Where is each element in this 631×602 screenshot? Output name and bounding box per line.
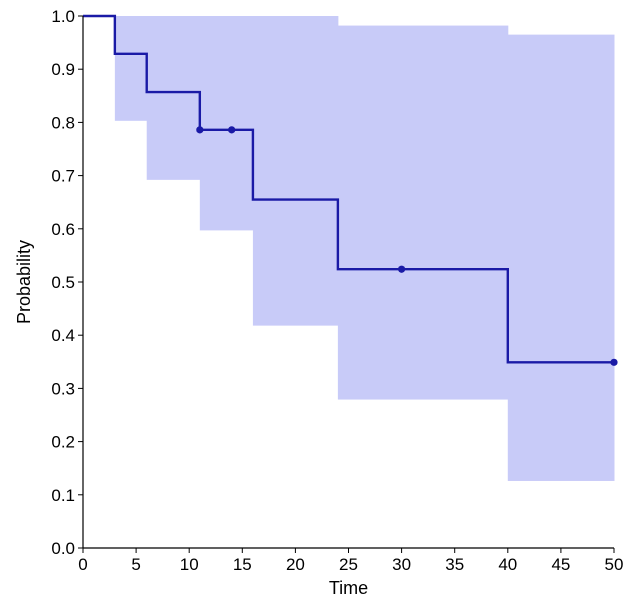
y-tick-label: 0.1: [51, 486, 75, 505]
x-tick-label: 50: [605, 555, 624, 574]
y-tick-label: 0.2: [51, 433, 75, 452]
survival-line-layer: [83, 14, 614, 364]
x-tick-label: 25: [339, 555, 358, 574]
y-tick-label: 0.4: [51, 326, 75, 345]
confidence-band-segment: [507, 34, 615, 481]
censor-point: [610, 358, 618, 366]
x-tick-label: 45: [551, 555, 570, 574]
x-tick-label: 20: [286, 555, 305, 574]
x-tick-label: 10: [180, 555, 199, 574]
censor-point-layer: [196, 126, 618, 366]
y-tick-label: 0.9: [51, 60, 75, 79]
censor-point: [228, 126, 236, 134]
censor-point: [196, 126, 204, 134]
censor-point: [398, 265, 406, 273]
x-tick-label: 15: [233, 555, 252, 574]
x-axis-title: Time: [329, 578, 368, 598]
y-tick-label: 0.8: [51, 113, 75, 132]
y-tick-label: 0.0: [51, 539, 75, 558]
y-tick-label: 0.5: [51, 273, 75, 292]
y-axis-title: Probability: [14, 240, 34, 324]
y-axis-ticks: 0.0 0.1 0.2 0.3 0.4 0.5 0.6 0.7 0.8 0.9 1.0: [51, 7, 83, 558]
axes: 0 5 10 15 20 25 30 35 40 45 50 0.00.10.20.30.40.50…: [51, 7, 623, 574]
confidence-band-segment: [199, 16, 254, 231]
x-axis-ticks: 0 5 10 15 20 25 30 35 40 45 50: [78, 548, 623, 574]
x-tick-label: 40: [498, 555, 517, 574]
y-tick-label: 0.6: [51, 220, 75, 239]
survival-step-line: [83, 14, 614, 364]
x-tick-label: 30: [392, 555, 411, 574]
confidence-band-segment: [146, 16, 201, 180]
x-tick-label: 35: [445, 555, 464, 574]
confidence-band-segment: [337, 25, 509, 400]
confidence-band-layer: [114, 16, 615, 481]
x-tick-label: 0: [78, 555, 87, 574]
confidence-band-segment: [252, 16, 339, 326]
y-tick-label: 0.3: [51, 379, 75, 398]
y-tick-label: 0.7: [51, 167, 75, 186]
x-tick-label: 5: [131, 555, 140, 574]
confidence-band-segment: [114, 16, 148, 121]
y-tick-label: 1.0: [51, 7, 75, 26]
